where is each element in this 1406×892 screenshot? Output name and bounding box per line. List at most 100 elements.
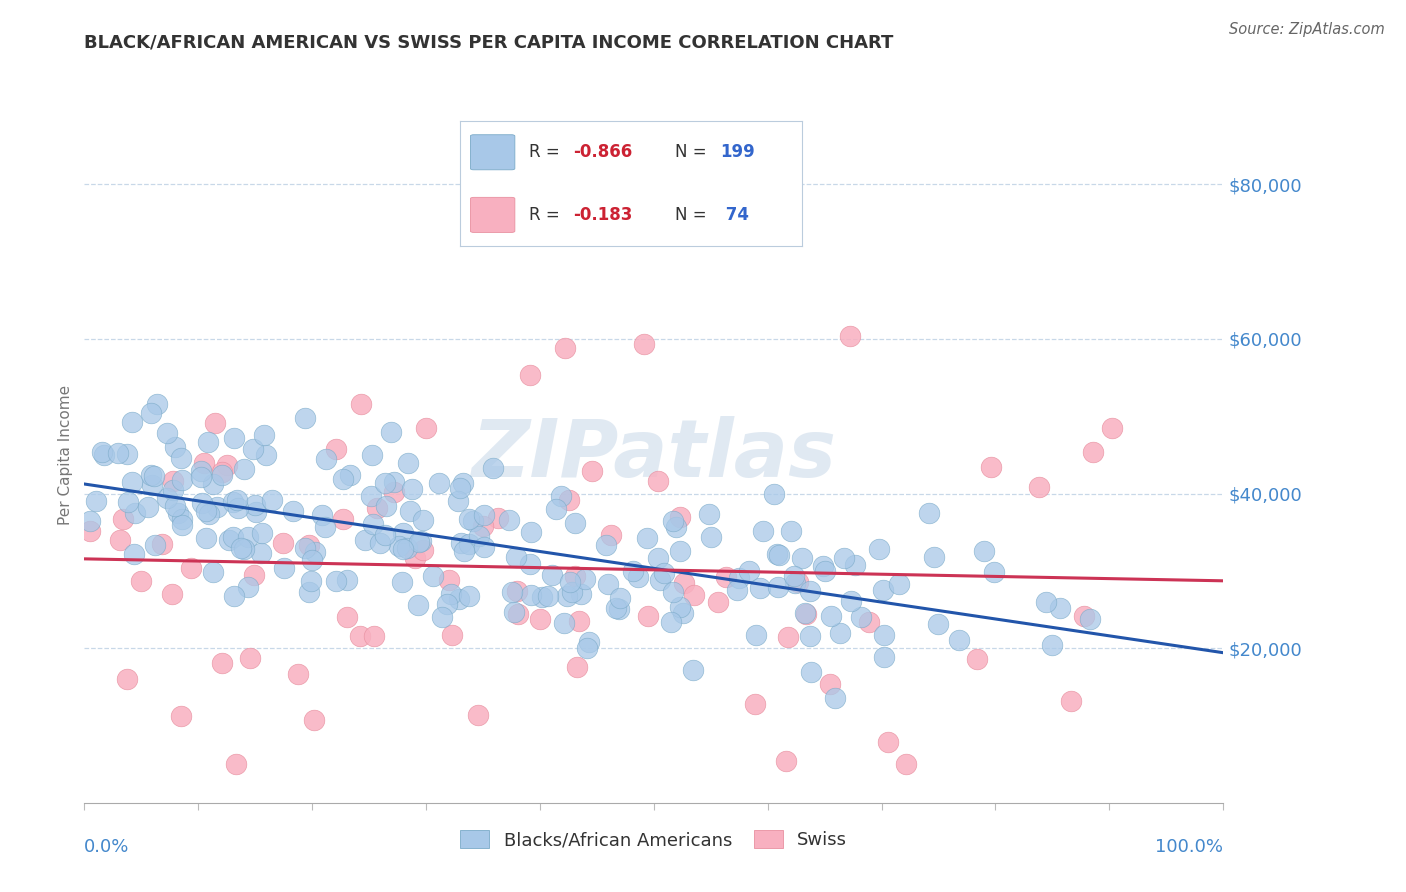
Point	[505, 550, 527, 565]
Point	[436, 598, 458, 612]
Point	[450, 536, 472, 550]
Point	[368, 535, 391, 549]
Point	[298, 538, 321, 552]
Y-axis label: Per Capita Income: Per Capita Income	[58, 384, 73, 525]
Point	[136, 500, 159, 514]
Point	[222, 495, 245, 509]
Text: ZIPatlas: ZIPatlas	[471, 416, 837, 494]
Point	[762, 486, 785, 500]
Point	[519, 368, 541, 383]
Point	[193, 457, 215, 471]
Point	[354, 533, 377, 548]
Point	[498, 513, 520, 527]
Point	[1081, 445, 1104, 459]
Point	[294, 411, 316, 425]
Point	[298, 585, 321, 599]
Point	[648, 573, 671, 587]
Point	[139, 406, 162, 420]
Point	[229, 541, 252, 556]
Point	[332, 471, 354, 485]
Point	[129, 574, 152, 588]
Point	[375, 499, 398, 513]
Point	[447, 591, 470, 606]
Point	[399, 504, 422, 518]
Point	[574, 573, 596, 587]
Point	[519, 588, 541, 602]
Point	[486, 510, 509, 524]
Point	[621, 564, 644, 578]
Point	[529, 612, 551, 626]
Point	[627, 570, 650, 584]
Point	[243, 498, 266, 512]
Point	[363, 629, 385, 643]
Point	[90, 445, 112, 459]
Point	[785, 575, 807, 590]
Point	[325, 574, 347, 588]
Point	[799, 583, 821, 598]
Point	[380, 425, 402, 439]
Point	[245, 505, 267, 519]
Point	[165, 500, 187, 514]
Point	[242, 442, 264, 456]
Point	[238, 580, 260, 594]
Point	[191, 495, 214, 509]
Point	[172, 518, 194, 533]
Point	[222, 530, 245, 544]
Point	[569, 587, 592, 601]
Point	[672, 607, 695, 621]
Point	[669, 544, 692, 558]
Point	[605, 601, 627, 615]
Point	[217, 458, 239, 472]
Point	[918, 507, 941, 521]
Point	[820, 608, 842, 623]
Point	[163, 440, 186, 454]
Point	[311, 508, 333, 522]
Point	[112, 512, 135, 526]
Point	[482, 460, 505, 475]
Point	[786, 575, 808, 590]
Point	[145, 538, 167, 552]
Point	[661, 585, 683, 599]
Point	[392, 541, 415, 556]
Point	[558, 574, 581, 589]
Point	[350, 397, 373, 411]
Point	[404, 550, 426, 565]
Point	[457, 537, 479, 551]
Point	[349, 629, 371, 643]
Point	[194, 531, 217, 545]
Point	[299, 574, 322, 589]
Point	[204, 417, 226, 431]
Point	[707, 595, 730, 609]
Point	[396, 456, 419, 470]
Point	[550, 489, 572, 503]
Point	[472, 508, 495, 522]
Point	[467, 529, 489, 543]
Point	[794, 607, 817, 621]
Point	[366, 500, 388, 515]
Point	[401, 482, 423, 496]
Point	[441, 627, 464, 641]
Point	[581, 464, 603, 478]
Point	[180, 561, 202, 575]
Point	[252, 525, 274, 540]
Point	[463, 514, 485, 528]
Point	[239, 651, 262, 665]
Point	[752, 524, 775, 539]
Point	[233, 542, 256, 557]
Point	[824, 690, 846, 705]
Point	[302, 713, 325, 727]
Point	[332, 512, 354, 526]
Point	[575, 641, 598, 656]
Point	[546, 502, 568, 516]
Point	[889, 577, 911, 591]
Point	[453, 544, 475, 558]
Point	[190, 464, 212, 478]
Point	[79, 514, 101, 528]
Point	[422, 569, 444, 583]
Point	[222, 431, 245, 445]
Text: Source: ZipAtlas.com: Source: ZipAtlas.com	[1229, 22, 1385, 37]
Point	[669, 510, 692, 524]
Point	[980, 459, 1002, 474]
Point	[121, 475, 143, 490]
Point	[564, 568, 586, 582]
